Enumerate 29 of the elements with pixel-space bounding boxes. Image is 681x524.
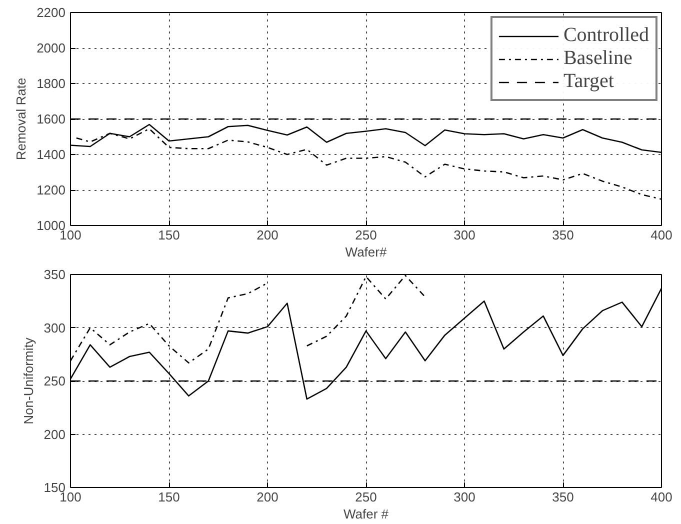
x-tick-label: 200 <box>256 228 278 242</box>
x-tick-label: 300 <box>454 228 476 242</box>
x-tick-label: 400 <box>650 490 672 504</box>
y-tick-label: 200 <box>44 426 66 442</box>
x-tick-label: 150 <box>158 490 180 504</box>
x-axis-title: Wafer # <box>343 506 390 522</box>
x-tick-label: 300 <box>454 490 476 504</box>
y-tick-label: 1600 <box>36 112 66 126</box>
x-tick-label: 250 <box>355 490 377 504</box>
x-tick-label: 250 <box>355 228 377 242</box>
x-tick-label: 200 <box>256 490 278 504</box>
y-tick-label: 2000 <box>36 40 66 56</box>
y-axis-title: Non-Uniformity <box>20 337 36 424</box>
legend-label: Baseline <box>563 47 632 70</box>
legend-label: Target <box>563 70 614 93</box>
y-tick-label: 1400 <box>36 147 66 162</box>
x-tick-label: 350 <box>552 228 574 242</box>
y-tick-label: 1200 <box>36 182 66 198</box>
y-tick-label: 350 <box>44 267 66 282</box>
y-tick-label: 1800 <box>36 76 66 91</box>
x-axis-title: Wafer# <box>345 244 388 260</box>
x-tick-label: 150 <box>158 228 180 242</box>
y-tick-label: 2200 <box>36 5 66 20</box>
y-tick-label: 250 <box>44 374 66 388</box>
legend-label: Controlled <box>563 24 649 47</box>
y-tick-label: 300 <box>44 320 66 336</box>
x-tick-label: 400 <box>650 228 672 242</box>
x-tick-label: 350 <box>552 490 574 504</box>
y-axis-title: Removal Rate <box>14 78 29 160</box>
